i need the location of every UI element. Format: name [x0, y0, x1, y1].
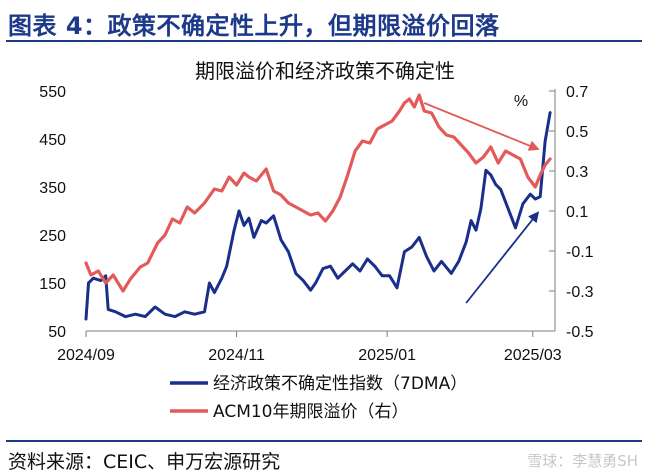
left-tick-label: 50: [48, 324, 66, 341]
right-axis: -0.5 -0.3 -0.1 0.1 0.3 0.5 0.7: [549, 84, 594, 341]
series-line-uncertainty: [84, 111, 552, 321]
arrow-uncertainty-rise: [465, 211, 540, 304]
left-tick-label: 450: [39, 132, 66, 149]
right-tick-label: 0.1: [566, 204, 588, 221]
x-tick-label: 2025/01: [358, 347, 416, 364]
x-tick-label: 2025/03: [504, 347, 562, 364]
annotation-layer: [423, 102, 540, 304]
x-tick-label: 2024/11: [208, 347, 265, 364]
footer-rule: [6, 440, 642, 442]
figure-title: 图表 4：政策不确定性上升，但期限溢价回落: [8, 12, 500, 40]
title-rule: [6, 40, 642, 42]
left-tick-label: 550: [39, 84, 66, 101]
right-tick-label: 0.3: [566, 164, 588, 181]
left-tick-label: 350: [39, 180, 66, 197]
chart-title: 期限溢价和经济政策不确定性: [195, 59, 455, 83]
legend-label-term-premium: ACM10年期限溢价（右）: [213, 402, 409, 422]
right-tick-label: -0.5: [566, 324, 594, 341]
left-axis: 50 150 250 350 450 550: [39, 84, 66, 341]
right-tick-label: 0.7: [566, 84, 588, 101]
right-tick-label: -0.3: [566, 284, 594, 301]
x-axis: 2024/09 2024/11 2025/01 2025/03: [57, 330, 562, 364]
legend-label-uncertainty: 经济政策不确定性指数（7DMA）: [213, 374, 467, 394]
right-tick-label: -0.1: [566, 244, 594, 261]
series-layer: [84, 93, 552, 321]
arrow-term-premium-decline: [423, 102, 540, 151]
legend: 经济政策不确定性指数（7DMA） ACM10年期限溢价（右）: [170, 374, 467, 422]
right-axis-unit: %: [514, 93, 528, 110]
x-tick-label: 2024/09: [57, 347, 115, 364]
right-tick-label: 0.5: [566, 124, 588, 141]
left-tick-label: 250: [39, 228, 66, 245]
left-tick-label: 150: [39, 276, 66, 293]
series-line-term-premium: [84, 93, 552, 293]
watermark: 雪球：李慧勇SH: [527, 452, 638, 470]
source-note: 资料来源：CEIC、申万宏源研究: [8, 451, 281, 473]
